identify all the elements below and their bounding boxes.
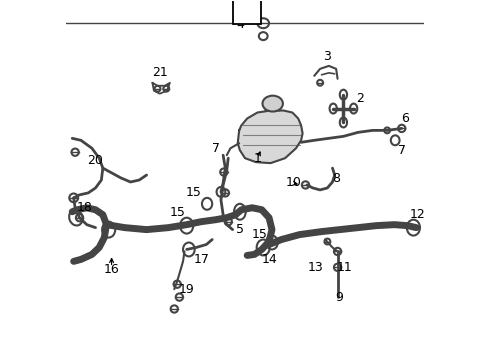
Text: 7: 7 <box>212 142 220 155</box>
Text: 17: 17 <box>194 253 209 266</box>
Text: 1: 1 <box>253 152 261 165</box>
Text: 4: 4 <box>236 18 244 31</box>
Text: 2: 2 <box>356 92 364 105</box>
Text: 18: 18 <box>76 201 93 214</box>
Text: 12: 12 <box>410 208 426 221</box>
Text: 11: 11 <box>337 261 353 274</box>
Text: 16: 16 <box>104 263 120 276</box>
Text: 15: 15 <box>186 186 202 199</box>
Text: 7: 7 <box>398 144 407 157</box>
Text: 3: 3 <box>323 50 331 63</box>
Text: 15: 15 <box>169 206 185 219</box>
Text: 15: 15 <box>252 228 268 241</box>
Ellipse shape <box>263 96 283 112</box>
Text: 5: 5 <box>236 223 244 236</box>
Bar <box>233 0 262 24</box>
Text: 13: 13 <box>308 261 323 274</box>
Text: 10: 10 <box>286 176 302 189</box>
Polygon shape <box>238 111 303 163</box>
Text: 6: 6 <box>401 112 409 125</box>
Text: 19: 19 <box>179 283 195 296</box>
Text: 8: 8 <box>332 171 340 185</box>
Text: 21: 21 <box>152 66 168 79</box>
Text: 9: 9 <box>335 291 343 303</box>
Text: 14: 14 <box>261 253 277 266</box>
Text: 20: 20 <box>88 154 103 167</box>
